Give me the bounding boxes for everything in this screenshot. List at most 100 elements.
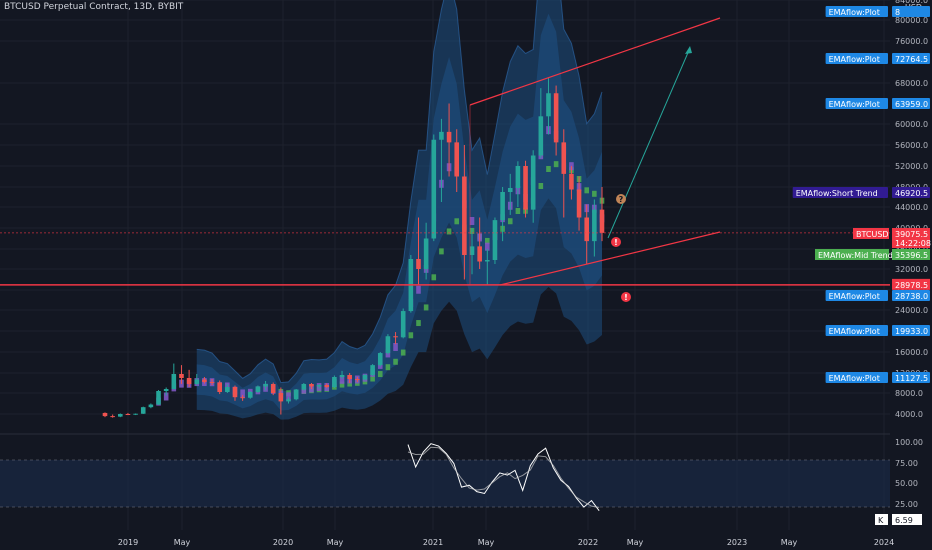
ema-mid-mark xyxy=(507,218,513,225)
candle-body xyxy=(485,260,490,262)
candle-body xyxy=(515,166,521,188)
candle-body xyxy=(576,189,582,218)
candle-body xyxy=(186,378,192,384)
indicator-label: EMAflow:Plot 72764.5 xyxy=(825,53,930,64)
time-tick-label: 2023 xyxy=(727,538,747,547)
ema-mid-mark xyxy=(370,375,375,382)
ema-mid-mark xyxy=(393,358,398,365)
candle-body xyxy=(316,385,322,387)
price-tick-label: 68000.0 xyxy=(895,79,928,88)
symbol-name: BTCUSD xyxy=(856,230,889,239)
alert-icon-circle xyxy=(611,237,621,247)
candles xyxy=(102,77,605,418)
candle-body xyxy=(592,209,597,242)
ema-short-mark xyxy=(485,242,490,251)
alert-icon-circle xyxy=(621,292,631,302)
oscillator-k-label: K xyxy=(878,516,884,525)
indicator-value: 72764.5 xyxy=(895,55,928,64)
ema-mid-mark xyxy=(385,364,391,371)
candle-body xyxy=(125,414,131,415)
indicator-name-box xyxy=(792,187,888,198)
indicator-value-box xyxy=(892,6,930,17)
time-tick-label: May xyxy=(781,538,798,547)
oscillator-tick-label: 25.00 xyxy=(895,500,918,509)
ema-mid-mark xyxy=(584,187,590,194)
candle-body xyxy=(278,393,284,402)
indicator-value-box xyxy=(892,290,930,301)
time-tick-label: 2020 xyxy=(273,538,293,547)
candle-body xyxy=(240,397,245,399)
candle-body xyxy=(133,413,138,415)
ema-mid-mark xyxy=(347,380,352,387)
candle-body xyxy=(599,209,605,233)
indicator-name: EMAflow:Plot xyxy=(829,55,880,64)
mid-trend-label: EMAflow:Mid Trend 35396.5 xyxy=(815,249,930,260)
price-tick-label: 60000.0 xyxy=(895,120,928,129)
candle-body xyxy=(546,93,551,117)
price-tick-label: 84000.0 xyxy=(895,0,928,5)
candle-body xyxy=(225,387,230,392)
price-tick-label: 52000.0 xyxy=(895,162,928,171)
indicator-label: EMAflow:Plot 63959.0 xyxy=(825,98,930,109)
indicator-name-box xyxy=(825,53,888,64)
indicator-name: EMAflow:Plot xyxy=(829,374,880,383)
price-tick-label: 16000.0 xyxy=(895,348,928,357)
ema-short-mark xyxy=(240,389,245,398)
projection-arrow-head xyxy=(685,46,692,54)
time-tick-label: May xyxy=(327,538,344,547)
time-tick-label: May xyxy=(478,538,495,547)
candle-body xyxy=(247,392,253,398)
indicator-name: EMAflow:Plot xyxy=(829,292,880,301)
candle-body xyxy=(270,384,276,393)
trend-channel xyxy=(469,17,721,286)
candle-body xyxy=(439,131,444,140)
candle-body xyxy=(163,389,169,391)
indicator-label: EMAflow:Short Trend 46920.5 xyxy=(792,187,930,198)
time-axis: 2019 May 2020 May 2021 May 2022 May 2023 May 2024 xyxy=(118,538,894,547)
candle-body xyxy=(393,336,398,338)
indicator-label: EMAflow:Plot 11127.5 xyxy=(825,372,930,383)
ema-short-mark xyxy=(393,342,398,351)
candle-body xyxy=(255,386,261,392)
candle-body xyxy=(362,375,368,380)
symbol-box xyxy=(853,228,889,239)
indicator-name: EMAflow:Plot xyxy=(829,327,880,336)
price-tick-label: 80000.0 xyxy=(895,16,928,25)
ema-short-mark xyxy=(416,285,421,294)
candle-body xyxy=(140,407,146,414)
candle-body xyxy=(347,375,352,379)
ema-mid-mark xyxy=(377,371,383,378)
bar-countdown: 14:22:08 xyxy=(895,239,931,248)
candle-body xyxy=(431,139,437,239)
time-tick-label: 2019 xyxy=(118,538,138,547)
ema-mid-mark xyxy=(553,161,559,168)
indicator-value-box xyxy=(892,98,930,109)
support-value-label: 28978.5 xyxy=(892,278,930,290)
indicator-name-box xyxy=(825,372,888,383)
candle-body xyxy=(110,416,115,418)
question-icon-glyph: ? xyxy=(619,195,624,204)
chart-title: BTCUSD Perpetual Contract, 13D, BYBIT xyxy=(4,2,184,12)
oscillator-value-box xyxy=(892,514,922,525)
candle-body xyxy=(370,365,375,375)
indicator-value-box xyxy=(892,325,930,336)
stoch-k-line xyxy=(407,443,600,512)
ema-mid-mark xyxy=(431,274,437,281)
indicator-value-box xyxy=(892,53,930,64)
price-tick-label: 56000.0 xyxy=(895,141,928,150)
oscillator-pane: 100.00 75.00 50.00 25.00 K 6.59 xyxy=(0,438,923,525)
volatility-band-inner xyxy=(196,13,602,411)
candle-body xyxy=(309,384,314,387)
indicator-name: EMAflow:Plot xyxy=(829,8,880,17)
indicator-value: 46920.5 xyxy=(895,189,928,198)
candle-body xyxy=(339,375,345,377)
candle-body xyxy=(194,379,200,384)
candle-body xyxy=(263,384,268,387)
candle-body xyxy=(477,246,482,262)
time-tick-label: 2021 xyxy=(423,538,443,547)
candle-body xyxy=(355,379,360,380)
candle-body xyxy=(523,166,528,210)
candle-body xyxy=(202,379,207,382)
candle-body xyxy=(492,220,498,260)
